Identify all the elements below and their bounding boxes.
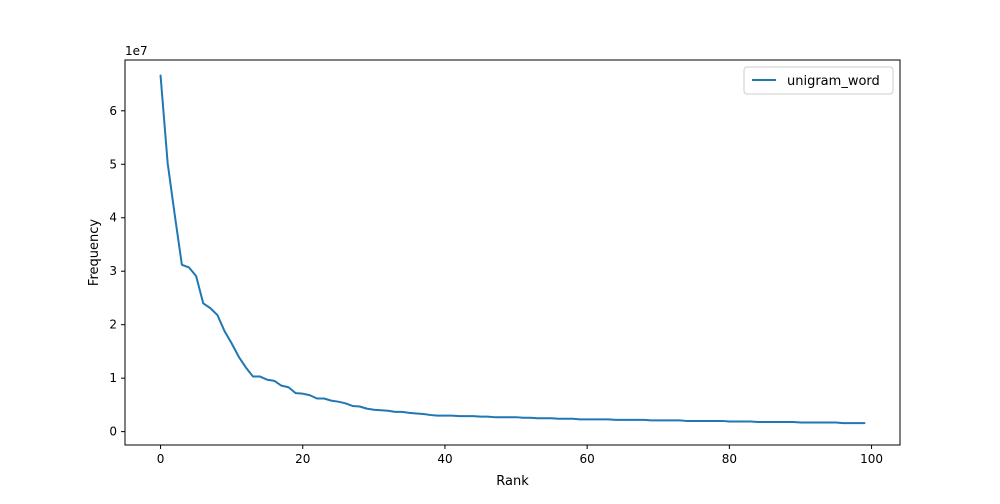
y-tick-label: 6 [109, 104, 117, 118]
legend: unigram_word [743, 66, 894, 95]
y-tick-label: 0 [109, 425, 117, 439]
x-tick-label: 20 [295, 452, 310, 466]
x-axis-label: Rank [496, 474, 529, 489]
series-line-unigram_word [159, 74, 866, 425]
y-offset-label: 1e7 [125, 44, 148, 58]
x-axis-ticks: 0 20 40 60 80 100 [157, 445, 883, 466]
x-tick-label: 100 [860, 452, 883, 466]
legend-box [743, 66, 894, 95]
y-tick-label: 2 [109, 318, 117, 332]
y-tick-label: 4 [109, 211, 117, 225]
y-axis-ticks: 0 1 2 3 4 5 6 [109, 104, 125, 439]
axes-frame [124, 59, 901, 446]
x-tick-label: 80 [722, 452, 737, 466]
y-tick-label: 5 [109, 157, 117, 171]
x-tick-label: 40 [437, 452, 452, 466]
y-axis-label: Frequency [87, 219, 102, 286]
y-tick-label: 1 [109, 371, 117, 385]
y-tick-label: 3 [109, 264, 117, 278]
legend-label: unigram_word [787, 74, 880, 89]
series-layer [159, 74, 866, 425]
x-tick-label: 0 [157, 452, 165, 466]
x-tick-label: 60 [580, 452, 595, 466]
